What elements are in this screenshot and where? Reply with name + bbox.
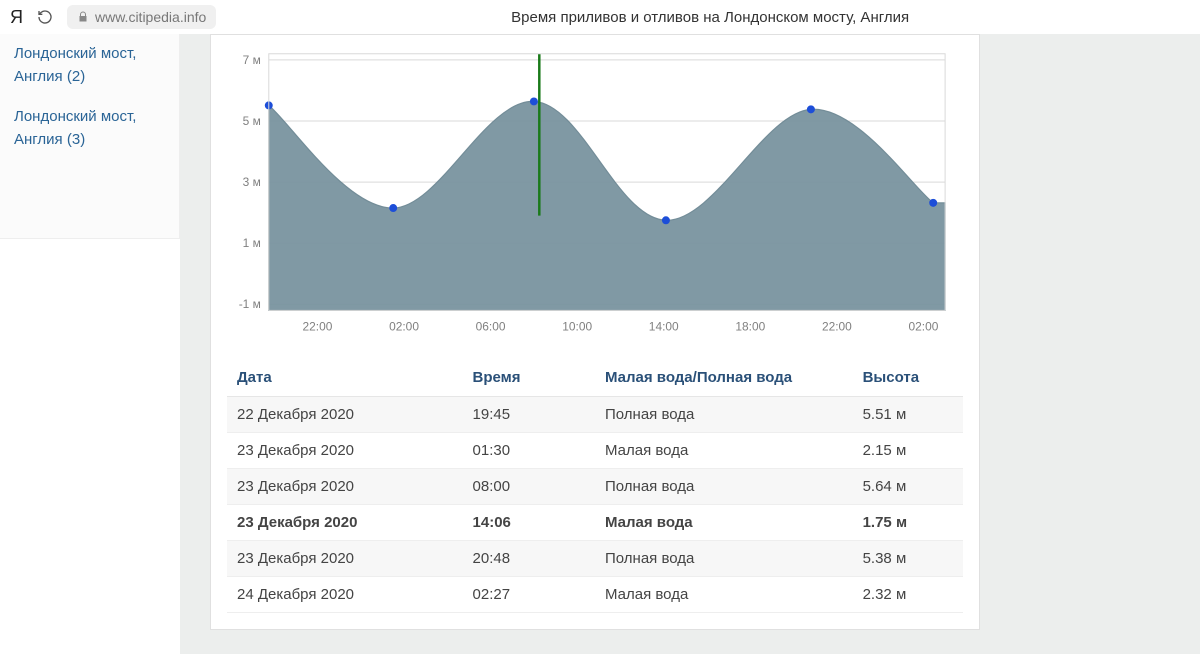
svg-text:22:00: 22:00 xyxy=(822,319,852,333)
sidebar: Лондонский мост, Англия (2) Лондонский м… xyxy=(0,34,180,239)
svg-text:02:00: 02:00 xyxy=(389,319,419,333)
tide-table: ДатаВремяМалая вода/Полная водаВысота 22… xyxy=(227,359,963,613)
table-cell: 19:45 xyxy=(463,397,595,433)
svg-text:1 м: 1 м xyxy=(243,236,261,250)
table-row: 22 Декабря 202019:45Полная вода5.51 м xyxy=(227,397,963,433)
table-cell: Полная вода xyxy=(595,541,853,577)
url-box[interactable]: www.citipedia.info xyxy=(67,5,216,29)
table-cell: Полная вода xyxy=(595,469,853,505)
reload-icon[interactable] xyxy=(37,9,53,25)
table-cell: 14:06 xyxy=(463,505,595,541)
browser-bar: Я www.citipedia.info Время приливов и от… xyxy=(0,0,1200,34)
table-row: 23 Декабря 202008:00Полная вода5.64 м xyxy=(227,469,963,505)
table-row: 23 Декабря 202014:06Малая вода1.75 м xyxy=(227,505,963,541)
content-panel: -1 м 1 м 3 м 5 м 7 м 22:00 02:00 06:00 10:00 14:0… xyxy=(210,34,980,630)
tide-chart: -1 м 1 м 3 м 5 м 7 м 22:00 02:00 06:00 10:00 14:0… xyxy=(227,45,963,345)
table-header: Дата xyxy=(227,359,463,397)
table-row: 23 Декабря 202020:48Полная вода5.38 м xyxy=(227,541,963,577)
table-cell: 23 Декабря 2020 xyxy=(227,469,463,505)
table-row: 23 Декабря 202001:30Малая вода2.15 м xyxy=(227,433,963,469)
main-area: -1 м 1 м 3 м 5 м 7 м 22:00 02:00 06:00 10:00 14:0… xyxy=(180,34,1200,654)
table-cell: Полная вода xyxy=(595,397,853,433)
table-cell: 08:00 xyxy=(463,469,595,505)
table-header: Малая вода/Полная вода xyxy=(595,359,853,397)
table-cell: Малая вода xyxy=(595,577,853,613)
table-cell: 24 Декабря 2020 xyxy=(227,577,463,613)
table-cell: 23 Декабря 2020 xyxy=(227,541,463,577)
svg-text:22:00: 22:00 xyxy=(303,319,333,333)
svg-text:02:00: 02:00 xyxy=(909,319,939,333)
table-row: 24 Декабря 202002:27Малая вода2.32 м xyxy=(227,577,963,613)
svg-text:-1 м: -1 м xyxy=(239,297,261,311)
table-cell: Малая вода xyxy=(595,505,853,541)
table-cell: 5.38 м xyxy=(853,541,963,577)
svg-text:7 м: 7 м xyxy=(243,53,261,67)
table-cell: 20:48 xyxy=(463,541,595,577)
table-cell: 23 Декабря 2020 xyxy=(227,433,463,469)
svg-text:3 м: 3 м xyxy=(243,175,261,189)
svg-text:5 м: 5 м xyxy=(243,114,261,128)
page-title: Время приливов и отливов на Лондонском м… xyxy=(230,9,1190,26)
table-cell: 5.64 м xyxy=(853,469,963,505)
table-header: Время xyxy=(463,359,595,397)
table-cell: 22 Декабря 2020 xyxy=(227,397,463,433)
sidebar-link[interactable]: Лондонский мост, Англия (2) xyxy=(14,42,165,89)
url-text: www.citipedia.info xyxy=(95,9,206,25)
browser-logo: Я xyxy=(10,7,23,28)
table-cell: 2.15 м xyxy=(853,433,963,469)
svg-text:06:00: 06:00 xyxy=(476,319,506,333)
table-cell: Малая вода xyxy=(595,433,853,469)
table-cell: 5.51 м xyxy=(853,397,963,433)
svg-text:18:00: 18:00 xyxy=(735,319,765,333)
table-cell: 2.32 м xyxy=(853,577,963,613)
table-cell: 01:30 xyxy=(463,433,595,469)
table-header: Высота xyxy=(853,359,963,397)
sidebar-link[interactable]: Лондонский мост, Англия (3) xyxy=(14,105,165,152)
table-cell: 1.75 м xyxy=(853,505,963,541)
table-cell: 02:27 xyxy=(463,577,595,613)
svg-text:10:00: 10:00 xyxy=(562,319,592,333)
table-cell: 23 Декабря 2020 xyxy=(227,505,463,541)
svg-text:14:00: 14:00 xyxy=(649,319,679,333)
lock-icon xyxy=(77,11,89,23)
